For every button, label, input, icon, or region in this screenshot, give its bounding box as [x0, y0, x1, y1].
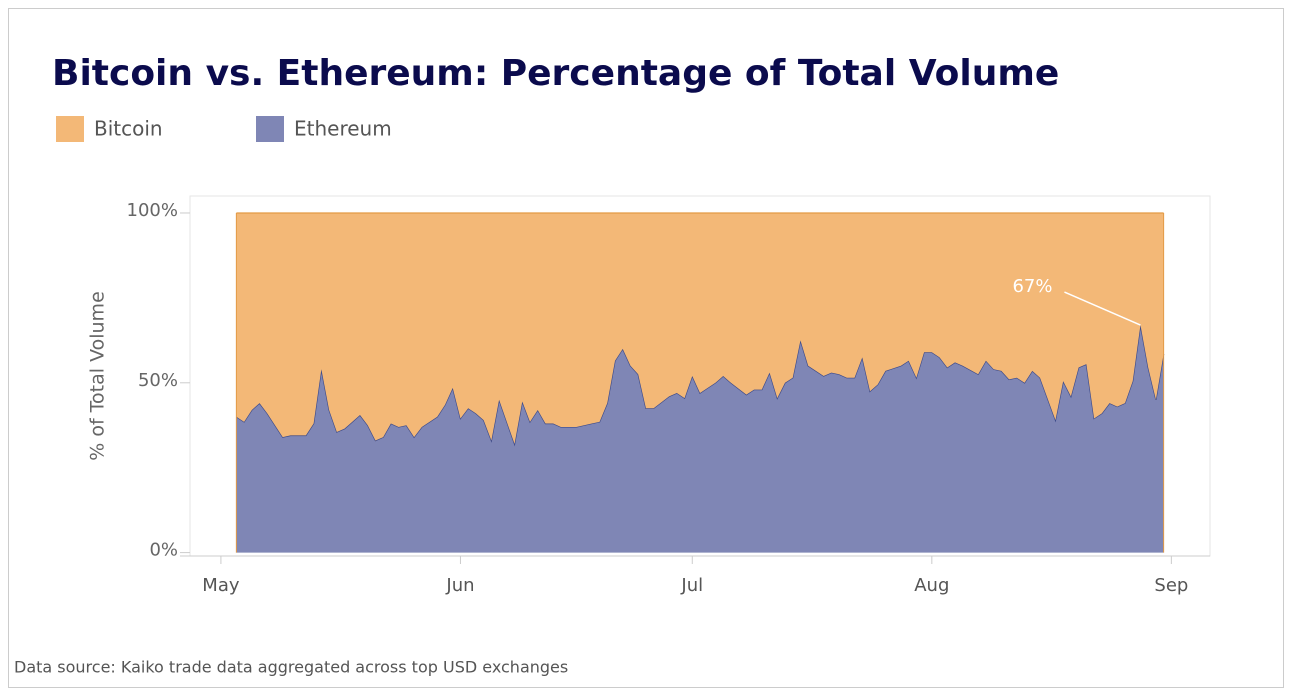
y-axis-label: % of Total Volume: [87, 291, 109, 461]
area: [236, 212, 1164, 444]
y-tick-label: 100%: [127, 200, 178, 221]
x-tick-label: Aug: [914, 575, 949, 596]
chart-title: Bitcoin vs. Ethereum: Percentage of Tota…: [52, 53, 1059, 94]
x-tick-label: Jun: [445, 575, 474, 596]
legend-label: Ethereum: [294, 117, 392, 141]
source-note: Data source: Kaiko trade data aggregated…: [14, 658, 568, 677]
x-tick-label: May: [202, 575, 240, 596]
legend-swatch: [256, 116, 284, 142]
annotation-line: [1064, 291, 1141, 326]
y-tick-label: 50%: [138, 370, 178, 391]
legend-label: Bitcoin: [94, 117, 163, 141]
x-tick-label: Jul: [680, 575, 703, 596]
legend-swatch: [56, 116, 84, 142]
y-tick-label: 0%: [149, 540, 178, 561]
x-tick-label: Sep: [1154, 575, 1188, 596]
area: [236, 325, 1164, 553]
annotation-label: 67%: [1012, 276, 1052, 297]
